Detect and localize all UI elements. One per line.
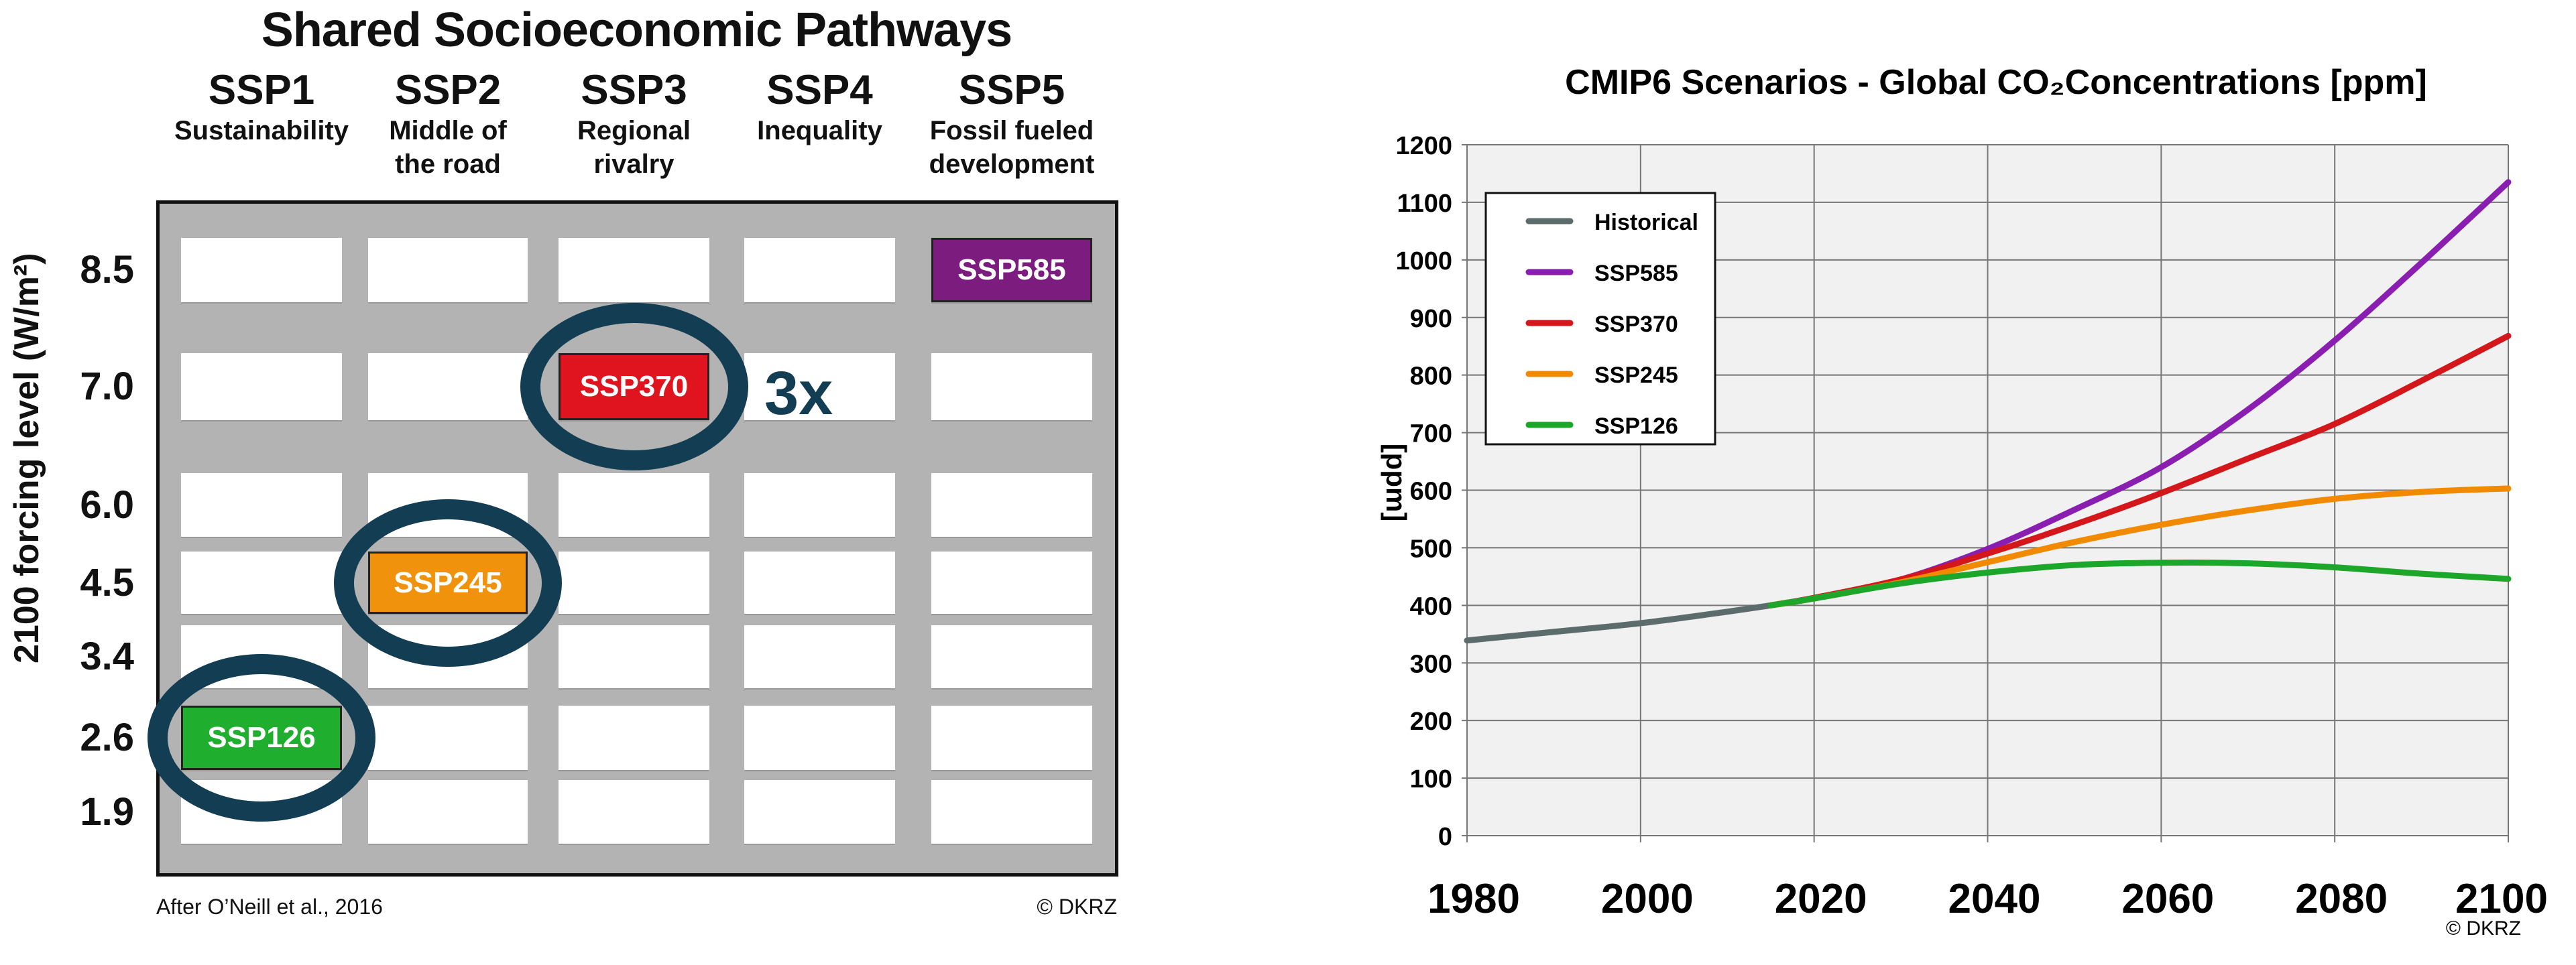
- x-tick-label: 2000: [1601, 876, 1694, 922]
- y-tick-label: 800: [1410, 363, 1452, 391]
- matrix-cell: [181, 552, 342, 614]
- matrix-cell: [368, 353, 528, 420]
- forcing-level-label: 3.4: [80, 635, 134, 678]
- forcing-level-label: 7.0: [80, 365, 134, 408]
- column-header-ssp5: SSP5 Fossil fueled development: [918, 67, 1106, 181]
- y-tick-label: 600: [1410, 478, 1452, 506]
- x-tick-label: 2060: [2121, 876, 2214, 922]
- y-tick-label: 100: [1410, 765, 1452, 793]
- matrix-cell: [744, 780, 895, 844]
- matrix-cell: [931, 706, 1092, 770]
- column-subtitle: the road: [395, 149, 501, 179]
- matrix-cell: [744, 625, 895, 688]
- column-subtitle: rivalry: [593, 149, 675, 179]
- y-tick-label: 1000: [1395, 247, 1452, 275]
- legend-label: SSP126: [1594, 413, 1678, 439]
- forcing-level-label: 1.9: [80, 789, 134, 834]
- matrix-cell: [368, 706, 528, 770]
- matrix-cell: [559, 706, 709, 770]
- column-name: SSP4: [766, 67, 873, 113]
- column-header-ssp2: SSP2 Middle of the road: [354, 67, 542, 181]
- matrix-cell: [559, 552, 709, 614]
- matrix-cell: [744, 473, 895, 537]
- x-tick-label: 2100: [2455, 876, 2548, 922]
- copyright-left: © DKRZ: [1037, 895, 1117, 919]
- chart-title: CMIP6 Scenarios - Global CO₂Concentratio…: [1565, 63, 2427, 102]
- scenario-cell-ssp585: SSP585: [931, 238, 1092, 302]
- multiplier-annotation: 3x: [764, 359, 833, 428]
- highlight-ring-ssp245: [334, 499, 562, 667]
- forcing-level-label: 4.5: [80, 560, 134, 604]
- matrix-cell: [368, 238, 528, 302]
- column-name: SSP1: [208, 67, 315, 113]
- matrix-cell: [744, 552, 895, 614]
- matrix-cell: [181, 473, 342, 537]
- matrix-cell: [744, 238, 895, 302]
- column-header-ssp4: SSP4 Inequality: [726, 67, 914, 147]
- forcing-level-label: 8.5: [80, 248, 134, 292]
- matrix-cell: [931, 353, 1092, 420]
- legend-box: [1484, 192, 1716, 446]
- copyright-right: © DKRZ: [2446, 917, 2521, 940]
- legend-label: SSP585: [1594, 261, 1678, 286]
- x-tick-label: 1980: [1427, 876, 1520, 922]
- co2-concentration-chart: 0 100 200 300 400 500 600 700 800 900 1000 1100 1200…: [1381, 63, 2548, 940]
- column-subtitle: Inequality: [757, 116, 882, 145]
- column-header-ssp1: SSP1 Sustainability: [168, 67, 355, 147]
- matrix-cell: [931, 625, 1092, 688]
- matrix-cell: [931, 552, 1092, 614]
- matrix-cell: [559, 625, 709, 688]
- y-tick-label: 500: [1410, 535, 1452, 563]
- y-tick-label: 1100: [1397, 190, 1452, 218]
- column-subtitle: Regional: [577, 116, 691, 145]
- y-tick-label: 300: [1410, 650, 1452, 678]
- y-tick-label: 1200: [1395, 132, 1452, 160]
- column-subtitle: Fossil fueled: [929, 116, 1094, 145]
- column-name: SSP2: [394, 67, 502, 113]
- highlight-ring-ssp370: [520, 303, 748, 470]
- column-name: SSP5: [958, 67, 1065, 113]
- legend-label: Historical: [1594, 210, 1698, 235]
- column-subtitle: development: [929, 149, 1095, 179]
- ssp-matrix-title: Shared Socioeconomic Pathways: [261, 3, 1012, 57]
- forcing-axis-label: 2100 forcing level (W/m²): [7, 253, 46, 663]
- x-tick-label: 2020: [1775, 876, 1867, 922]
- matrix-cell: [559, 473, 709, 537]
- column-name: SSP3: [581, 67, 687, 113]
- matrix-cell: [744, 353, 895, 420]
- y-axis-label: [ppm]: [1381, 444, 1412, 522]
- highlight-ring-ssp126: [148, 654, 375, 822]
- column-subtitle: Sustainability: [174, 116, 349, 145]
- matrix-cell: [931, 780, 1092, 844]
- x-tick-label: 2080: [2295, 876, 2388, 922]
- matrix-cell: [559, 238, 709, 302]
- y-tick-label: 200: [1410, 708, 1452, 736]
- y-tick-label: 400: [1410, 592, 1452, 621]
- column-subtitle: Middle of: [389, 116, 507, 145]
- matrix-cell: [368, 780, 528, 844]
- column-header-ssp3: SSP3 Regional rivalry: [540, 67, 728, 181]
- matrix-cell: [181, 238, 342, 302]
- series-line-historical: [1464, 602, 1774, 644]
- matrix-cell: [744, 706, 895, 770]
- y-tick-label: 700: [1410, 420, 1452, 448]
- source-citation: After O’Neill et al., 2016: [156, 895, 383, 919]
- forcing-level-label: 2.6: [80, 716, 134, 759]
- forcing-level-label: 6.0: [80, 482, 134, 527]
- y-tick-label: 0: [1438, 823, 1452, 851]
- matrix-cell: [559, 780, 709, 844]
- legend-label: SSP370: [1594, 312, 1678, 337]
- matrix-cell: [181, 353, 342, 420]
- x-tick-label: 2040: [1948, 876, 2041, 922]
- y-tick-label: 900: [1410, 305, 1452, 333]
- legend-label: SSP245: [1594, 363, 1678, 388]
- series-line-ssp126: [1767, 560, 2512, 608]
- matrix-cell: [931, 473, 1092, 537]
